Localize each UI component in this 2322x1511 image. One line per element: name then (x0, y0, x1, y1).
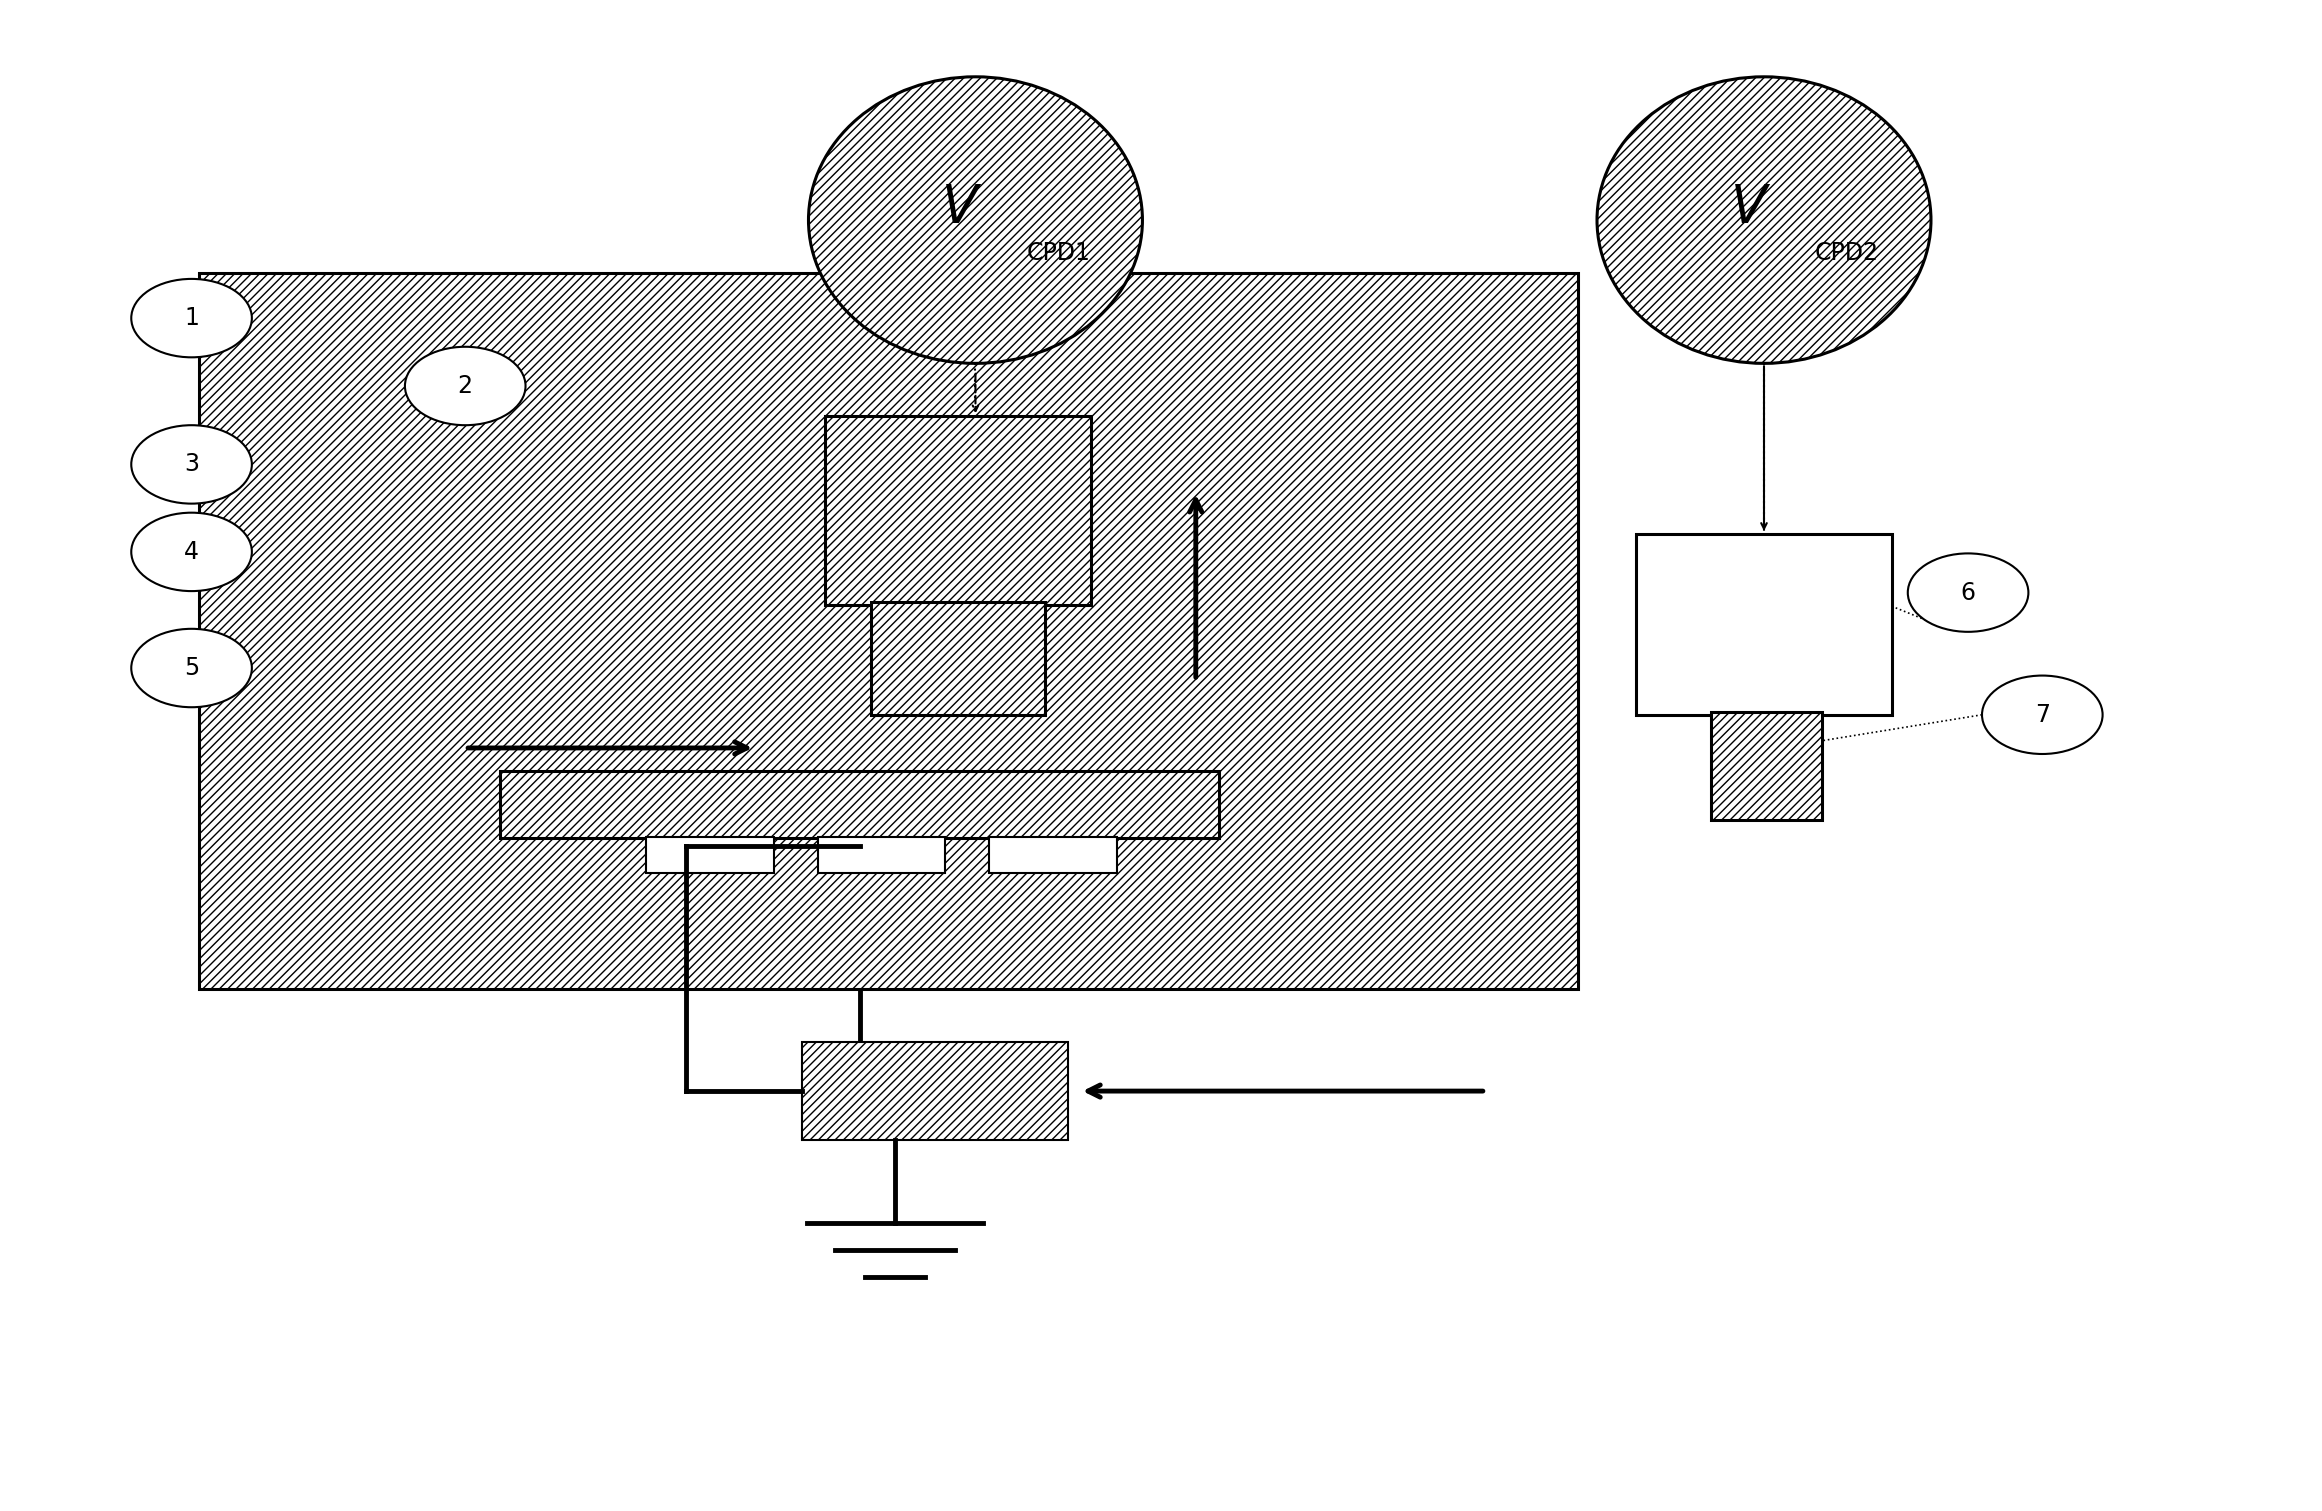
Text: CPD1: CPD1 (1026, 242, 1091, 266)
Text: 1: 1 (183, 307, 200, 329)
Circle shape (1909, 553, 2029, 632)
Circle shape (404, 346, 525, 425)
Bar (197, 273, 1579, 990)
Bar (989, 837, 1117, 873)
Circle shape (132, 280, 251, 357)
Bar (499, 771, 1219, 839)
Text: 3: 3 (183, 452, 200, 476)
Bar (824, 416, 1091, 604)
Ellipse shape (808, 77, 1142, 363)
Text: 5: 5 (183, 656, 200, 680)
Text: $V$: $V$ (940, 183, 982, 234)
Bar (1637, 533, 1892, 715)
Text: 2: 2 (457, 375, 474, 397)
Bar (801, 1043, 1068, 1141)
Text: $V$: $V$ (1730, 183, 1772, 234)
Circle shape (132, 629, 251, 707)
Text: 6: 6 (1960, 580, 1976, 604)
Bar (871, 601, 1045, 715)
Bar (817, 837, 945, 873)
Text: CPD2: CPD2 (1816, 242, 1878, 266)
Bar (1711, 712, 1823, 820)
Circle shape (1983, 675, 2104, 754)
Text: 7: 7 (2034, 703, 2050, 727)
Circle shape (132, 512, 251, 591)
Ellipse shape (1598, 77, 1932, 363)
Circle shape (132, 425, 251, 503)
Bar (646, 837, 773, 873)
Text: 4: 4 (183, 539, 200, 564)
